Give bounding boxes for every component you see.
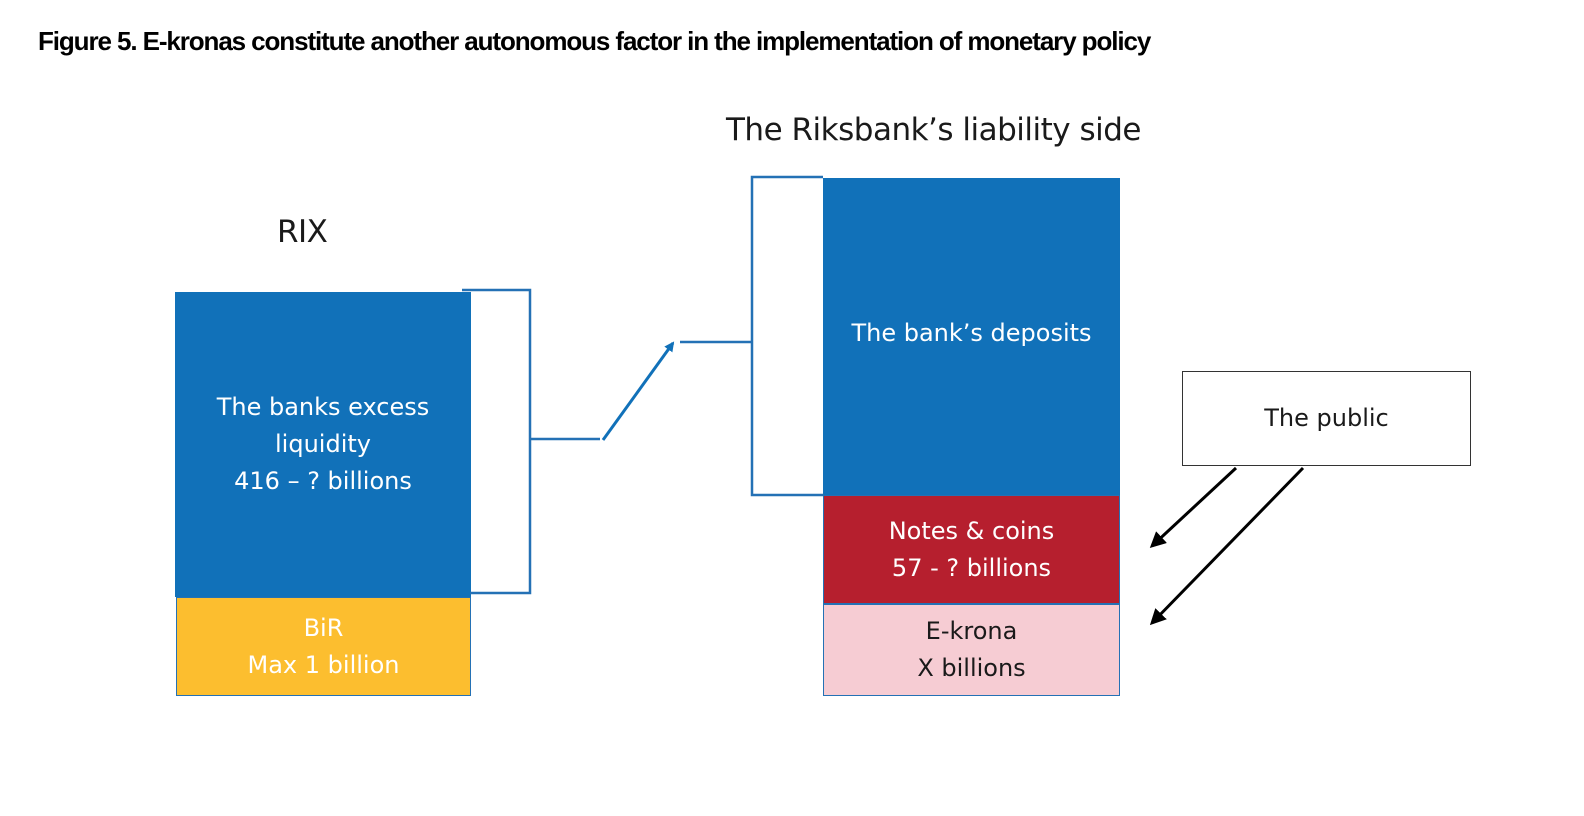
notes-coins-label: Notes & coins [888, 516, 1055, 545]
bir-label: BiR [303, 613, 344, 642]
ekrona-block: E-krona X billions [823, 604, 1120, 696]
excess-liquidity-block: The banks excess liquidity 416 – ? billi… [175, 292, 471, 597]
excess-liquidity-label-line2: liquidity [275, 430, 371, 458]
public-arrow-to-notes [1149, 466, 1238, 549]
figure-title: Figure 5. E-kronas constitute another au… [38, 26, 1151, 56]
ekrona-label: E-krona [925, 617, 1018, 645]
liability-bracket [750, 175, 823, 497]
public-arrow-to-ekrona [1149, 466, 1305, 626]
bank-deposits-block: The bank’s deposits [823, 178, 1120, 495]
public-label: The public [1264, 404, 1389, 432]
notes-coins-amount: 57 - ? billions [891, 553, 1052, 582]
bank-deposits-label: The bank’s deposits [851, 319, 1092, 347]
transfer-arrow [601, 341, 675, 441]
public-box: The public [1182, 371, 1471, 466]
rix-heading: RIX [277, 214, 328, 250]
ekrona-amount: X billions [917, 654, 1026, 682]
bir-block: BiR Max 1 billion [176, 597, 471, 696]
notes-coins-block: Notes & coins 57 - ? billions [823, 495, 1120, 604]
rix-bracket [462, 288, 532, 595]
liability-side-heading: The Riksbank’s liability side [726, 112, 1142, 148]
bir-amount: Max 1 billion [247, 650, 400, 679]
excess-liquidity-amount: 416 – ? billions [234, 467, 412, 495]
excess-liquidity-label-line1: The banks excess [216, 393, 430, 421]
